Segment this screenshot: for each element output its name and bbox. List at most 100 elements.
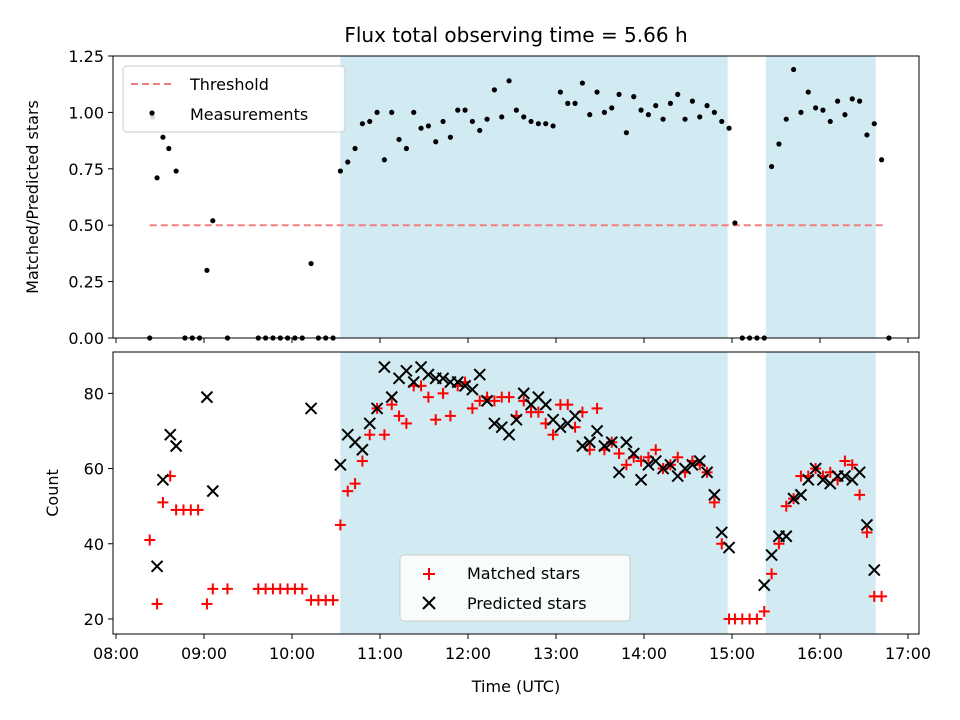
y-tick-label: 0.00 — [68, 329, 104, 348]
measurement-point — [166, 145, 172, 152]
matched-star-point — [356, 455, 368, 467]
bottom-legend-box — [399, 554, 631, 622]
top-x-ticks — [115, 338, 909, 343]
predicted-star-point — [634, 473, 648, 487]
top-y-ticks: 0.00 0.25 0.50 0.75 1.00 1.25 — [68, 47, 113, 348]
measurement-point — [418, 125, 424, 131]
predicted-star-point — [206, 484, 220, 498]
top-legend: Threshold Measurements — [122, 65, 346, 133]
predicted-star-point — [356, 443, 369, 456]
measurement-point — [469, 118, 475, 125]
shaded-region-2 — [765, 56, 876, 338]
measurement-point — [835, 98, 841, 104]
predicted-star-point — [568, 409, 582, 423]
matched-star-point — [474, 395, 486, 407]
predicted-star-point — [656, 462, 670, 475]
matched-star-point — [157, 496, 169, 508]
x-tick-label: 14:00 — [621, 644, 667, 663]
legend-threshold-label: Threshold — [189, 75, 269, 94]
measurement-point — [653, 103, 659, 109]
matched-star-point — [751, 613, 763, 625]
measurement-point — [557, 89, 564, 95]
matched-star-point — [466, 402, 478, 414]
measurement-point — [359, 121, 365, 127]
measurement-point — [484, 116, 490, 122]
measurement-point — [871, 121, 877, 127]
predicted-star-point — [642, 458, 655, 472]
predicted-star-point — [451, 375, 464, 389]
top-legend-box — [122, 65, 346, 133]
matched-star-point — [488, 395, 500, 407]
predicted-star-point — [583, 436, 596, 449]
matched-star-point — [773, 538, 785, 550]
predicted-star-point — [664, 458, 677, 472]
predicted-star-point — [758, 578, 771, 592]
y-tick-label: 80 — [84, 384, 104, 403]
measurement-point — [528, 118, 534, 125]
predicted-star-point — [708, 488, 721, 502]
top-panel: 0.00 0.25 0.50 0.75 1.00 1.25 Matched/Predict… — [23, 47, 920, 348]
y-tick-label: 1.25 — [68, 47, 104, 66]
measurement-point — [455, 107, 461, 113]
predicted-star-point — [860, 518, 874, 532]
measurement-point — [396, 136, 402, 143]
measurement-point — [609, 105, 615, 111]
measurement-point — [345, 159, 351, 165]
matched-star-point — [846, 459, 858, 471]
predicted-star-point — [605, 436, 618, 449]
predicted-star-point — [156, 473, 170, 487]
measurement-point — [374, 109, 380, 115]
x-tick-label: 09:00 — [181, 644, 227, 663]
predicted-star-point — [458, 379, 472, 393]
predicted-star-point — [466, 383, 479, 396]
legend-matched-label: Matched stars — [467, 564, 580, 583]
measurement-point — [623, 130, 630, 136]
predicted-star-point — [200, 390, 214, 404]
predicted-star-point — [334, 458, 347, 472]
legend-measurements-label: Measurements — [190, 105, 308, 124]
predicted-star-point — [370, 402, 384, 415]
bottom-y-ticks: 20 40 60 80 — [84, 384, 113, 629]
legend-matched-swatch — [423, 568, 435, 580]
x-tick-label: 15:00 — [709, 644, 755, 663]
x-tick-label: 16:00 — [797, 644, 843, 663]
measurement-point — [499, 114, 505, 120]
measurement-point — [704, 103, 710, 109]
x-tick-label: 08:00 — [93, 644, 139, 663]
measurement-point — [820, 107, 826, 113]
predicted-star-point — [627, 447, 640, 460]
top-axes-frame — [112, 55, 920, 339]
matched-star-point — [192, 504, 204, 516]
measurement-point — [403, 145, 409, 152]
x-tick-label: 17:00 — [885, 644, 931, 663]
x-tick-label: 10:00 — [269, 644, 315, 663]
shaded-region-1 — [340, 56, 728, 338]
matched-star-point — [839, 455, 851, 467]
matched-star-point — [708, 496, 720, 508]
y-tick-label: 40 — [84, 535, 104, 554]
legend-measurements-swatch — [149, 110, 155, 116]
x-tick-label: 11:00 — [357, 644, 403, 663]
measurement-point — [842, 112, 848, 118]
measurement-point — [506, 78, 512, 84]
matched-star-point — [766, 568, 778, 580]
matched-star-point — [861, 526, 873, 538]
matched-star-point — [620, 459, 632, 471]
measurement-point — [572, 100, 578, 106]
legend-predicted-swatch — [422, 596, 436, 610]
measurement-point — [491, 87, 497, 93]
matched-star-point — [378, 429, 390, 441]
predicted-star-point — [363, 417, 376, 430]
matched-star-point — [221, 583, 233, 595]
predicted-star-point — [802, 473, 815, 487]
predicted-star-point — [385, 390, 398, 404]
predicted-star-point — [612, 466, 626, 479]
matched-star-point — [296, 583, 308, 595]
predicted-star-point — [794, 488, 808, 502]
x-tick-label: 13:00 — [533, 644, 579, 663]
predicted-star-point — [693, 454, 706, 468]
measurement-point — [805, 89, 811, 95]
measurement-point — [308, 260, 314, 267]
measurement-point — [535, 121, 542, 127]
matched-star-point — [430, 414, 442, 426]
